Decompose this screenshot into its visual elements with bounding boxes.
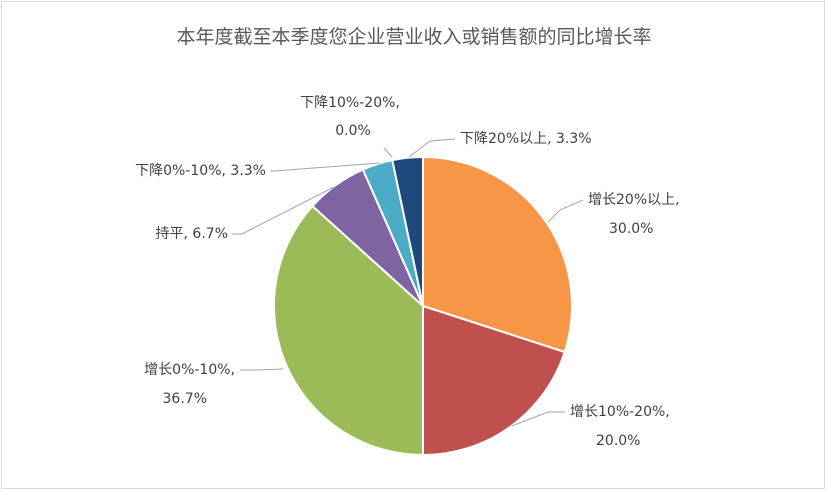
data-label-3-value: 36.7% bbox=[163, 391, 207, 407]
data-label-5: 下降0%-10%, 3.3% bbox=[135, 163, 266, 179]
data-label-3-category: 增长0%-10%, bbox=[144, 362, 235, 378]
leader-line-3 bbox=[240, 368, 284, 371]
pie-slice-2 bbox=[422, 304, 566, 457]
leader-line-2 bbox=[511, 411, 565, 427]
data-label-1-value: 30.0% bbox=[609, 221, 653, 237]
leader-line-5 bbox=[270, 162, 381, 172]
data-label-6-value: 0.0% bbox=[335, 123, 371, 139]
chart-title: 本年度截至本季度您企业营业收入或销售额的同比增长率 bbox=[176, 26, 652, 48]
data-labels: 增长20%以上, 30.0% 增长10%-20%, 20.0% 增长0%-10%, 36.… bbox=[135, 95, 679, 449]
data-label-2-category: 增长10%-20%, bbox=[570, 404, 670, 420]
leader-line-4 bbox=[232, 186, 335, 235]
pie-slices bbox=[273, 155, 573, 457]
leader-line-7 bbox=[408, 138, 456, 158]
pie-slice-7 bbox=[391, 155, 424, 307]
data-label-2-value: 20.0% bbox=[596, 433, 640, 449]
pie-slice-1 bbox=[422, 155, 573, 354]
leader-lines bbox=[232, 138, 584, 427]
leader-line-1 bbox=[547, 199, 584, 223]
data-label-6-category: 下降10%-20%, bbox=[300, 95, 400, 111]
data-label-7: 下降20%以上, 3.3% bbox=[460, 131, 592, 147]
leader-line-6 bbox=[383, 147, 393, 158]
pie-slice-3 bbox=[273, 204, 424, 457]
data-label-4: 持平, 6.7% bbox=[156, 226, 228, 242]
data-label-1-category: 增长20%以上, bbox=[588, 192, 680, 208]
